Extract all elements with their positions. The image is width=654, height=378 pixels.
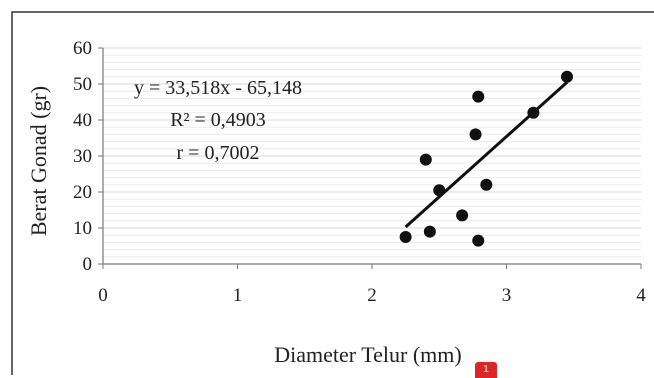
data-point [472, 90, 485, 103]
y-tick-label: 0 [83, 254, 93, 275]
badge-label: 1 [483, 364, 489, 375]
x-tick-label: 2 [367, 285, 377, 306]
y-tick-label: 40 [73, 110, 92, 131]
data-point [480, 178, 493, 191]
notification-badge: 1 [475, 362, 497, 378]
y-tick-label: 20 [73, 182, 92, 203]
data-point [419, 153, 432, 166]
y-tick-label: 50 [73, 74, 92, 95]
x-tick-label: 0 [98, 285, 108, 306]
data-point [561, 70, 574, 83]
x-tick-labels: 0 1 2 3 4 [98, 285, 646, 306]
x-tick-label: 3 [502, 285, 512, 306]
data-point [469, 128, 482, 141]
data-points [399, 70, 574, 247]
y-tick-label: 60 [73, 38, 92, 59]
data-point [423, 225, 436, 238]
r-label: r = 0,7002 [177, 142, 260, 164]
data-point [527, 106, 540, 119]
data-point [456, 209, 469, 222]
x-tick-label: 1 [233, 285, 243, 306]
data-point [433, 184, 446, 197]
equation-label: y = 33,518x - 65,148 [134, 77, 302, 99]
x-axis-title: Diameter Telur (mm) [274, 342, 461, 367]
y-tick-labels: 0 10 20 30 40 50 60 [73, 38, 92, 275]
y-tick-label: 30 [73, 146, 92, 167]
chart-border [11, 11, 654, 375]
r-squared-label: R² = 0,4903 [170, 109, 266, 131]
gridlines [103, 47, 641, 258]
y-axis-title: Berat Gonad (gr) [26, 86, 51, 236]
axes [98, 47, 642, 269]
y-tick-label: 10 [73, 218, 92, 239]
x-tick-label: 4 [636, 285, 646, 306]
data-point [399, 231, 412, 243]
data-point [472, 234, 485, 247]
trendline [404, 81, 569, 229]
